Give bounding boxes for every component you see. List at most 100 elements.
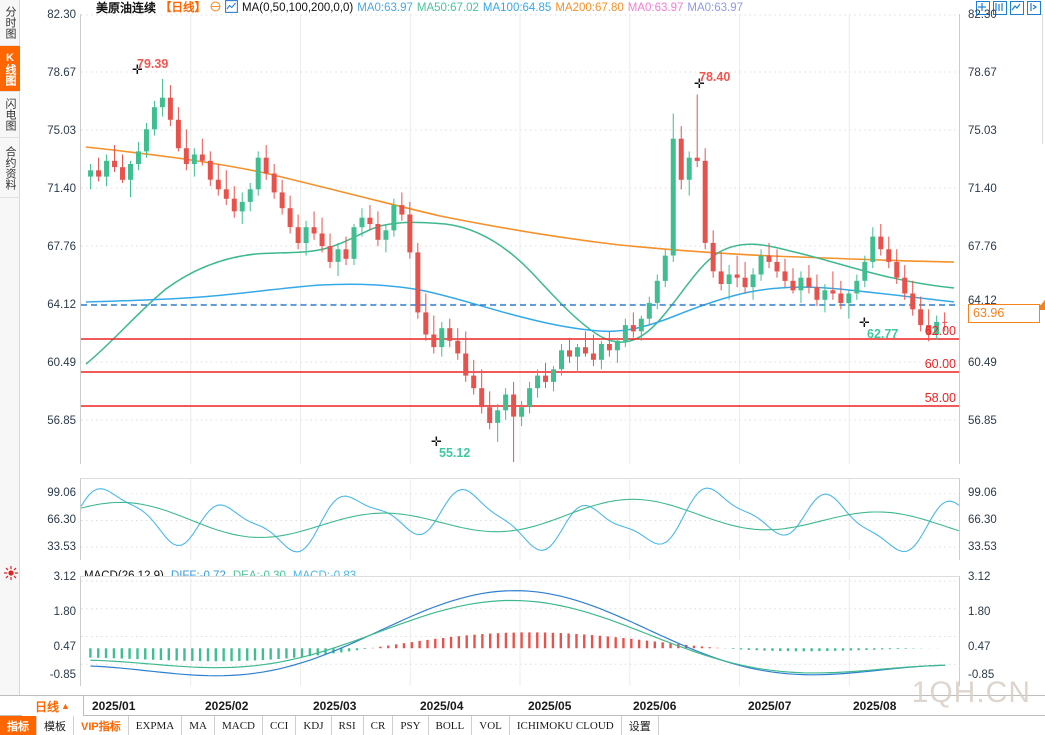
window-icon-group (976, 1, 1041, 15)
price-tick-right-3: 71.40 (968, 183, 997, 195)
date-tick-1: 2025/02 (205, 699, 249, 713)
left-sidebar: 分时图 K线图 闪电图 合约资料 (0, 0, 20, 712)
date-tick-5: 2025/06 (633, 699, 677, 713)
crosshair-marker-78: ✛ (694, 76, 705, 91)
date-tick-3: 2025/04 (420, 699, 464, 713)
toolbar-item-expma[interactable]: EXPMA (129, 716, 183, 735)
macd-tick-left-2: 0.47 (53, 641, 76, 653)
price-tick-right-6: 60.49 (968, 357, 997, 369)
period-label[interactable]: 【日线】 (160, 1, 207, 14)
price-tick-left-7: 56.85 (47, 415, 76, 427)
toolbar-item-boll[interactable]: BOLL (429, 716, 473, 735)
price-tick-left-0: 82.30 (47, 9, 76, 21)
price-tick-left-6: 60.49 (47, 357, 76, 369)
price-marker-arrow (1041, 297, 1045, 305)
toolbar-item-templates[interactable]: 模板 (37, 716, 74, 735)
rsi-tick-right-0: 99.06 (968, 487, 997, 499)
ma50-line (85, 221, 955, 365)
ma50-value: MA50:67.02 (416, 1, 479, 14)
sidebar-item-contract-info[interactable]: 合约资料 (0, 138, 20, 198)
sun-settings-icon[interactable] (3, 565, 19, 581)
level-label-60: 60.00 (924, 357, 956, 371)
date-tick-4: 2025/05 (528, 699, 572, 713)
toolbar-item-macd[interactable]: MACD (215, 716, 263, 735)
sidebar-item-flash[interactable]: 闪电图 (0, 92, 20, 138)
ma-definition[interactable]: MA(0,50,100,200,0,0) (242, 1, 354, 14)
rsi-tick-left-2: 33.53 (47, 541, 76, 553)
expand-icon[interactable] (976, 1, 990, 15)
price-tick-left-2: 75.03 (47, 125, 76, 137)
macd-tick-left-3: -0.85 (49, 669, 76, 681)
date-tick-0: 2025/01 (92, 699, 136, 713)
measure-icon[interactable] (993, 1, 1007, 15)
toolbar-filler (659, 716, 1045, 735)
macd-svg (81, 577, 959, 686)
crosshair-marker-55: ✛ (431, 434, 442, 449)
toolbar-item-kdj[interactable]: KDJ (296, 716, 332, 735)
toolbar-item-indicators[interactable]: 指标 (0, 716, 37, 735)
toolbar-item-vip[interactable]: VIP指标 (74, 716, 129, 735)
bottom-toolbar: 指标 模板 VIP指标 EXPMA MA MACD CCI KDJ RSI CR… (0, 716, 1045, 735)
period-selector-label: 日线 (35, 699, 60, 714)
macd-tick-left-0: 3.12 (53, 571, 76, 583)
price-chart-svg (81, 14, 959, 464)
rsi-tick-right-1: 66.30 (968, 514, 997, 526)
ma-pink-value: MA0:63.97 (627, 1, 684, 14)
ma-violet-value: MA0:63.97 (687, 1, 743, 14)
price-tick-right-7: 56.85 (968, 415, 997, 427)
caret-up-icon: ▲ (61, 701, 70, 711)
macd-diff-line (90, 590, 945, 677)
macd-panel[interactable] (80, 576, 960, 686)
toolbar-item-settings[interactable]: 设置 (622, 716, 659, 735)
toolbar-item-rsi[interactable]: RSI (332, 716, 364, 735)
date-tick-7: 2025/08 (853, 699, 897, 713)
toolbar-item-cci[interactable]: CCI (263, 716, 297, 735)
toolbar-item-vol[interactable]: VOL (472, 716, 510, 735)
toolbar-item-ichimoku[interactable]: ICHIMOKU CLOUD (510, 716, 622, 735)
period-selector-button[interactable]: 日线 ▲ (22, 696, 84, 716)
macd-tick-right-0: 3.12 (968, 571, 991, 583)
rsi-tick-right-2: 33.53 (968, 541, 997, 553)
crosshair-marker-62: ✛ (859, 315, 870, 330)
toolbar-item-psy[interactable]: PSY (393, 716, 429, 735)
annotation-low-55: 55.12 (439, 446, 471, 460)
annotation-high-79: 79.39 (137, 57, 169, 71)
chart-header-info: 美原油连续 【日线】 MA(0,50,100,200,0,0) MA0:63.9… (96, 0, 743, 17)
macd-tick-right-1: 1.80 (968, 606, 991, 618)
price-tick-right-1: 78.67 (968, 67, 997, 79)
annotation-high-78: 78.40 (699, 70, 731, 84)
ma200-value: MA200:67.80 (555, 1, 624, 14)
price-chart-panel[interactable]: 79.39 ✛ 78.40 ✛ 55.12 ✛ 62.77 ✛ (80, 14, 960, 464)
collapse-icon[interactable] (210, 1, 221, 16)
annotation-low-62: 62.77 (867, 327, 899, 341)
date-tick-2: 2025/03 (313, 699, 357, 713)
toolbar-item-ma[interactable]: MA (182, 716, 215, 735)
level-label-62: 62.00 (924, 324, 956, 338)
price-tick-right-2: 75.03 (968, 125, 997, 137)
indicator-chart-icon[interactable] (225, 0, 238, 17)
date-axis: 日线 ▲ 2025/01 2025/02 2025/03 2025/04 202… (0, 695, 1045, 716)
sidebar-item-kline[interactable]: K线图 (0, 46, 20, 92)
axis-divider (1042, 14, 1043, 144)
price-tick-left-1: 78.67 (47, 67, 76, 79)
compare-icon[interactable] (1010, 1, 1024, 15)
macd-histogram (89, 632, 939, 662)
rsi-tick-left-1: 66.30 (47, 514, 76, 526)
rsi-slow-line (80, 498, 960, 539)
macd-tick-right-2: 0.47 (968, 641, 991, 653)
price-tick-left-3: 71.40 (47, 183, 76, 195)
level-label-58: 58.00 (924, 391, 956, 405)
symbol-name[interactable]: 美原油连续 (96, 0, 157, 15)
price-tick-right-0: 82.30 (968, 9, 997, 21)
macd-tick-right-3: -0.85 (968, 669, 995, 681)
rsi-fast-line (80, 487, 960, 553)
current-price-tag[interactable]: 63.96 (968, 304, 1040, 323)
ma100-value: MA100:64.85 (482, 1, 552, 14)
toolbar-item-cr[interactable]: CR (364, 716, 394, 735)
sidebar-item-timeline[interactable]: 分时图 (0, 0, 20, 46)
rsi-panel[interactable] (80, 478, 960, 560)
macd-dea-line (90, 599, 945, 674)
exit-icon[interactable] (1027, 1, 1041, 15)
chart-region: 美原油连续 【日线】 MA(0,50,100,200,0,0) MA0:63.9… (20, 0, 1045, 695)
